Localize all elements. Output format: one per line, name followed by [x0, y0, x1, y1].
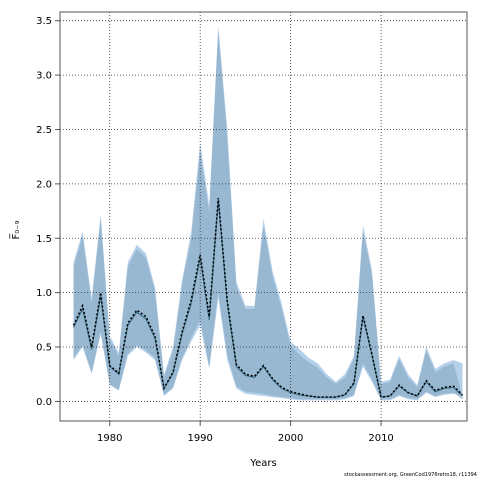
lines-layer	[72, 197, 463, 398]
credit-text: stockassessment.org, GreenCod1976retro18…	[344, 472, 477, 478]
y-tick-label: 2.5	[36, 125, 52, 136]
y-tick-label: 0.5	[36, 343, 52, 354]
confidence-band-2	[73, 29, 463, 400]
y-tick-label: 3.0	[36, 71, 52, 82]
y-tick-label: 0.0	[36, 397, 52, 408]
y-tick-label: 1.5	[36, 234, 52, 245]
x-axis-title: Years	[249, 458, 276, 469]
y-tick-label: 2.0	[36, 179, 52, 190]
plot-frame	[59, 11, 468, 422]
x-tick-label: 2010	[368, 433, 393, 444]
x-tick-label: 1980	[97, 433, 122, 444]
ticks-layer: 1980 1990 2000 2010 0.0 0.5 1.0 1.5 2.0 2.5 3.0 3.5	[36, 16, 394, 444]
x-tick-label: 2000	[278, 433, 303, 444]
y-tick-label: 3.5	[36, 16, 52, 27]
estimate-line-1	[73, 200, 463, 398]
y-axis-title: F̅₀₋₉	[9, 220, 22, 239]
x-tick-label: 1990	[187, 433, 212, 444]
bands-layer	[73, 26, 463, 401]
grid-layer	[60, 12, 467, 421]
y-tick-label: 1.0	[36, 288, 52, 299]
estimate-line-2	[72, 197, 463, 398]
